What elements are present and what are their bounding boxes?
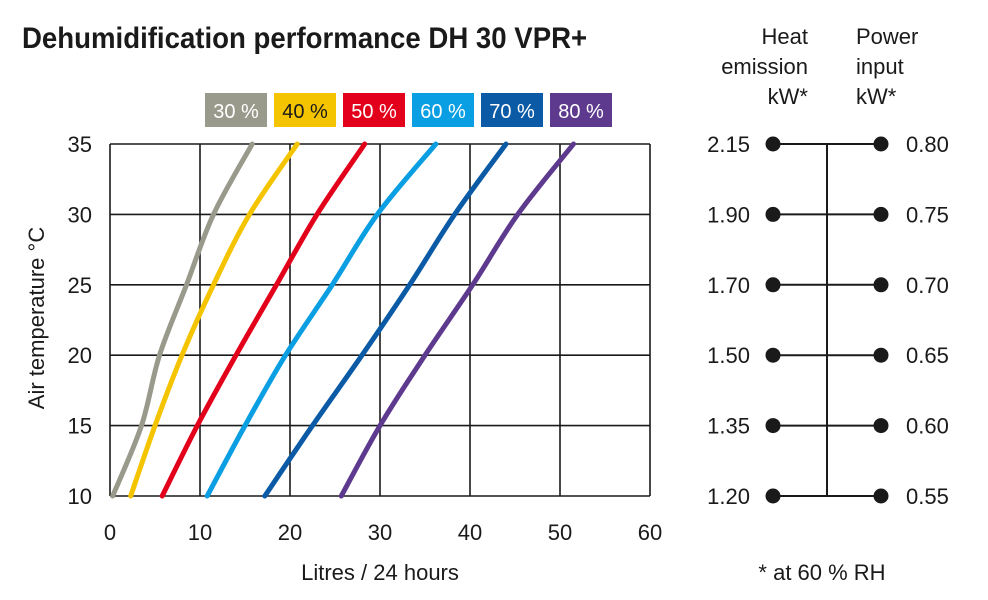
legend-label-5: 70 % (489, 101, 535, 123)
y-tick-label: 30 (68, 202, 92, 227)
heat-emission-header: Heat (762, 24, 808, 49)
power-input-header: input (856, 54, 904, 79)
legend-label-6: 80 % (558, 101, 604, 123)
x-tick-label: 0 (104, 520, 116, 545)
series-line-5 (262, 141, 509, 499)
power-input-header: Power (856, 24, 918, 49)
x-tick-label: 50 (548, 520, 572, 545)
heat-emission-dot (765, 206, 781, 222)
legend-label-2: 40 % (282, 101, 328, 123)
series-line-6 (338, 141, 576, 499)
heat-emission-value: 1.20 (707, 484, 750, 509)
heat-emission-header: emission (721, 54, 808, 79)
y-tick-label: 10 (68, 484, 92, 509)
heat-emission-dot (765, 488, 781, 504)
power-input-dot (873, 136, 889, 152)
legend-swatch-2 (274, 93, 336, 127)
heat-emission-value: 1.50 (707, 343, 750, 368)
series-line-3 (159, 141, 368, 499)
y-axis-label: Air temperature °C (24, 227, 49, 410)
x-axis-label: Litres / 24 hours (301, 560, 459, 585)
power-input-value: 0.75 (906, 202, 949, 227)
power-input-value: 0.70 (906, 273, 949, 298)
legend-swatch-1 (205, 93, 267, 127)
power-input-value: 0.55 (906, 484, 949, 509)
legend-swatch-4 (412, 93, 474, 127)
heat-emission-dot (765, 418, 781, 434)
power-input-value: 0.60 (906, 414, 949, 439)
x-tick-label: 40 (458, 520, 482, 545)
power-input-value: 0.65 (906, 343, 949, 368)
legend: 30 % 40 % 50 % 60 % 70 % 80 % (205, 93, 612, 127)
power-input-dot (873, 488, 889, 504)
heat-emission-value: 1.35 (707, 414, 750, 439)
heat-emission-dot (765, 136, 781, 152)
side-scale: 2.15 0.80 1.90 0.75 1.70 0.70 1.50 0.65 1.35 0.60… (707, 24, 949, 585)
x-tick-label: 20 (278, 520, 302, 545)
heat-emission-header: kW* (768, 84, 809, 109)
power-input-header: kW* (856, 84, 897, 109)
heat-emission-value: 1.90 (707, 202, 750, 227)
legend-label-3: 50 % (351, 101, 397, 123)
x-tick-label: 10 (188, 520, 212, 545)
legend-swatch-3 (343, 93, 405, 127)
power-input-value: 0.80 (906, 132, 949, 157)
series-line-4 (204, 141, 439, 499)
series-line-2 (128, 141, 300, 499)
footnote: * at 60 % RH (758, 560, 885, 585)
x-tick-label: 60 (638, 520, 662, 545)
y-tick-label: 20 (68, 343, 92, 368)
x-tick-label: 30 (368, 520, 392, 545)
power-input-dot (873, 277, 889, 293)
y-tick-label: 15 (68, 414, 92, 439)
legend-label-1: 30 % (213, 101, 259, 123)
chart-title: Dehumidification performance DH 30 VPR+ (22, 22, 588, 55)
legend-swatch-5 (481, 93, 543, 127)
series-line-1 (110, 141, 255, 499)
y-tick-label: 35 (68, 132, 92, 157)
heat-emission-value: 1.70 (707, 273, 750, 298)
legend-label-4: 60 % (420, 101, 466, 123)
series-lines (110, 141, 576, 499)
power-input-dot (873, 347, 889, 363)
heat-emission-dot (765, 277, 781, 293)
heat-emission-dot (765, 347, 781, 363)
heat-emission-value: 2.15 (707, 132, 750, 157)
legend-swatch-6 (550, 93, 612, 127)
y-tick-label: 25 (68, 273, 92, 298)
axes: 0 10 20 30 40 50 60 10 15 20 25 30 35 (68, 132, 663, 545)
power-input-dot (873, 206, 889, 222)
power-input-dot (873, 418, 889, 434)
